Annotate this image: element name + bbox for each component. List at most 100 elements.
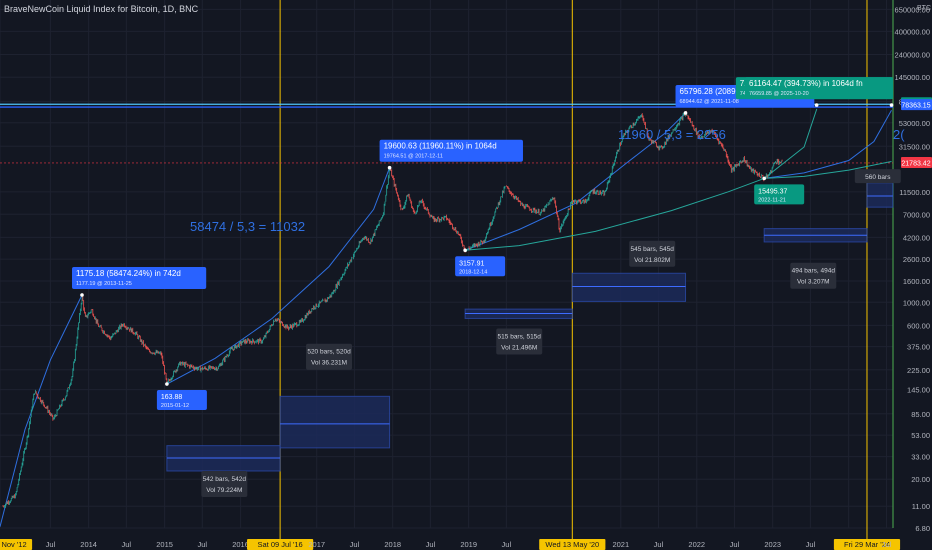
peak-label: 19600.63 (11960.11%) in 1064d 19764.51 @ … xyxy=(379,139,523,170)
label-bottom: 76659.85 @ 2025-10-20 xyxy=(749,91,809,97)
range-box-4 xyxy=(571,272,687,302)
x-tick-highlight xyxy=(0,539,33,550)
stat-box: 520 bars, 520d Vol 36.231M xyxy=(306,343,353,370)
stat-box-bg xyxy=(790,262,837,289)
x-tick-highlight xyxy=(833,539,901,550)
y-tick-label: 400000.00 xyxy=(895,27,930,36)
x-tick-label: 2022 xyxy=(688,540,705,549)
label-top: 163.88 xyxy=(161,394,183,401)
bottom-label: 15495.37 2022-11-21 xyxy=(754,176,805,205)
y-tick-label: 2600.00 xyxy=(903,255,930,264)
label-bottom: 68944.62 @ 2021-11-08 xyxy=(680,99,739,105)
y-tick-label: 145000.00 xyxy=(895,73,930,82)
range-box-2 xyxy=(279,395,391,449)
pivot-dot xyxy=(762,176,766,181)
stat-box-line2: Vol 36.231M xyxy=(311,360,347,367)
stat-box: 494 bars, 494d Vol 3.207M xyxy=(790,262,837,289)
ratio-text: 58474 / 5,3 = 11032 xyxy=(190,219,305,234)
curve-blue xyxy=(166,167,391,385)
x-tick-label: Jul xyxy=(806,540,816,549)
x-tick-label: Jul xyxy=(502,540,512,549)
y-tick-label: 11500.00 xyxy=(899,188,930,197)
x-tick-label: Jul xyxy=(426,540,436,549)
x-tick-label: Nov '12 xyxy=(1,540,26,549)
range-box-fill xyxy=(571,272,687,302)
pivot-dot xyxy=(683,111,688,115)
y-tick-label: 600.00 xyxy=(907,321,930,330)
price-badge-text: 21783.42 xyxy=(901,160,930,167)
stat-box-bg xyxy=(629,240,676,267)
x-tick-label: 2015 xyxy=(156,540,173,549)
curve-blue xyxy=(464,112,686,251)
peak-label: 1175.18 (58474.24%) in 742d 1177.19 @ 201… xyxy=(71,267,207,297)
price-badge: 78363.15 xyxy=(901,99,932,111)
x-tick-label: 2014 xyxy=(80,540,97,549)
range-box-3 xyxy=(464,308,573,319)
label-top: 15495.37 xyxy=(758,188,787,195)
stat-box-line1: 494 bars, 494d xyxy=(792,268,836,275)
y-tick-label: 4200.00 xyxy=(903,233,930,242)
pivot-dot xyxy=(814,103,819,107)
curve-teal xyxy=(465,108,818,251)
y-tick-label: 375.00 xyxy=(907,343,930,352)
stat-box-line2: Vol 3.207M xyxy=(797,279,830,286)
y-tick-label: 53.00 xyxy=(911,431,930,440)
stat-box-line2: Vol 21.802M xyxy=(634,257,670,264)
range-box-6 xyxy=(866,182,894,208)
stat-box-line1: 542 bars, 542d xyxy=(203,476,247,483)
range-box-1 xyxy=(166,445,281,472)
x-tick-label: Jul xyxy=(46,540,56,549)
pivot-dot xyxy=(889,103,894,107)
y-tick-label: 20.00 xyxy=(911,475,930,484)
stat-box-line1: 515 bars, 515d xyxy=(498,334,542,341)
y-tick-label: 225.00 xyxy=(907,366,930,375)
y-tick-label: 31500.00 xyxy=(899,142,930,151)
curve-blue xyxy=(764,109,892,179)
stat-box: 515 bars, 515d Vol 21.496M xyxy=(496,328,543,355)
x-tick-label: 2017 xyxy=(308,540,325,549)
label-bottom: 1177.19 @ 2013-11-25 xyxy=(76,281,132,287)
ratio-text: 2( xyxy=(893,127,905,142)
x-tick-label: 2021 xyxy=(612,540,629,549)
y-tick-label: 33.00 xyxy=(911,453,930,462)
x-tick-label: Fri 29 Mar '24 xyxy=(844,540,890,549)
stat-box-line2: Vol 79.224M xyxy=(206,487,242,494)
x-tick-label: 2018 xyxy=(384,540,401,549)
ratio-text: 11960 / 5,3 = 2256 xyxy=(618,127,726,142)
bottom-label: 3157.91 2018-12-14 xyxy=(455,248,506,277)
price-badge-bg xyxy=(901,156,932,168)
x-tick-label: Wed 13 May '20 xyxy=(545,540,599,549)
x-tick-label: 2023 xyxy=(764,540,781,549)
range-box-fill xyxy=(866,182,894,208)
x-tick-label: Jul xyxy=(730,540,740,549)
x-tick-label: 2019 xyxy=(460,540,477,549)
x-tick-label: Jul xyxy=(882,540,892,549)
x-tick-highlight xyxy=(539,539,606,550)
y-tick-label: 7000.00 xyxy=(903,210,930,219)
label-bg xyxy=(745,77,893,100)
label-bg xyxy=(455,256,506,277)
pivot-dot xyxy=(165,382,169,386)
stat-box-bg xyxy=(306,343,353,370)
label-bg xyxy=(71,267,207,290)
axis-unit-label: BTC xyxy=(917,5,931,12)
label-bottom: 2015-01-12 xyxy=(161,403,189,409)
label-bg xyxy=(379,139,523,162)
x-tick-highlight xyxy=(247,539,314,550)
stat-box-bg xyxy=(201,470,248,497)
y-tick-label: 1000.00 xyxy=(903,298,930,307)
range-box-5 xyxy=(763,228,868,243)
label-bottom: 2022-11-21 xyxy=(758,197,786,203)
label-bottom: 2018-12-14 xyxy=(459,269,487,275)
price-badge-text: 78363.15 xyxy=(901,103,930,110)
bottom-label: 163.88 2015-01-12 xyxy=(156,382,207,411)
pivot-dot xyxy=(463,248,467,253)
stat-box-bg xyxy=(854,169,901,184)
stat-box: 542 bars, 542d Vol 79.224M xyxy=(201,470,248,497)
peak-label: 61164.47 (394.73%) in 1064d fn 76659.85 @… xyxy=(745,77,894,107)
price-badge-bg xyxy=(901,99,932,111)
stat-box-line2: Vol 21.496M xyxy=(501,345,537,352)
label-top: 19600.63 (11960.11%) in 1064d xyxy=(384,142,497,151)
price-badge: 21783.42 xyxy=(901,156,932,168)
